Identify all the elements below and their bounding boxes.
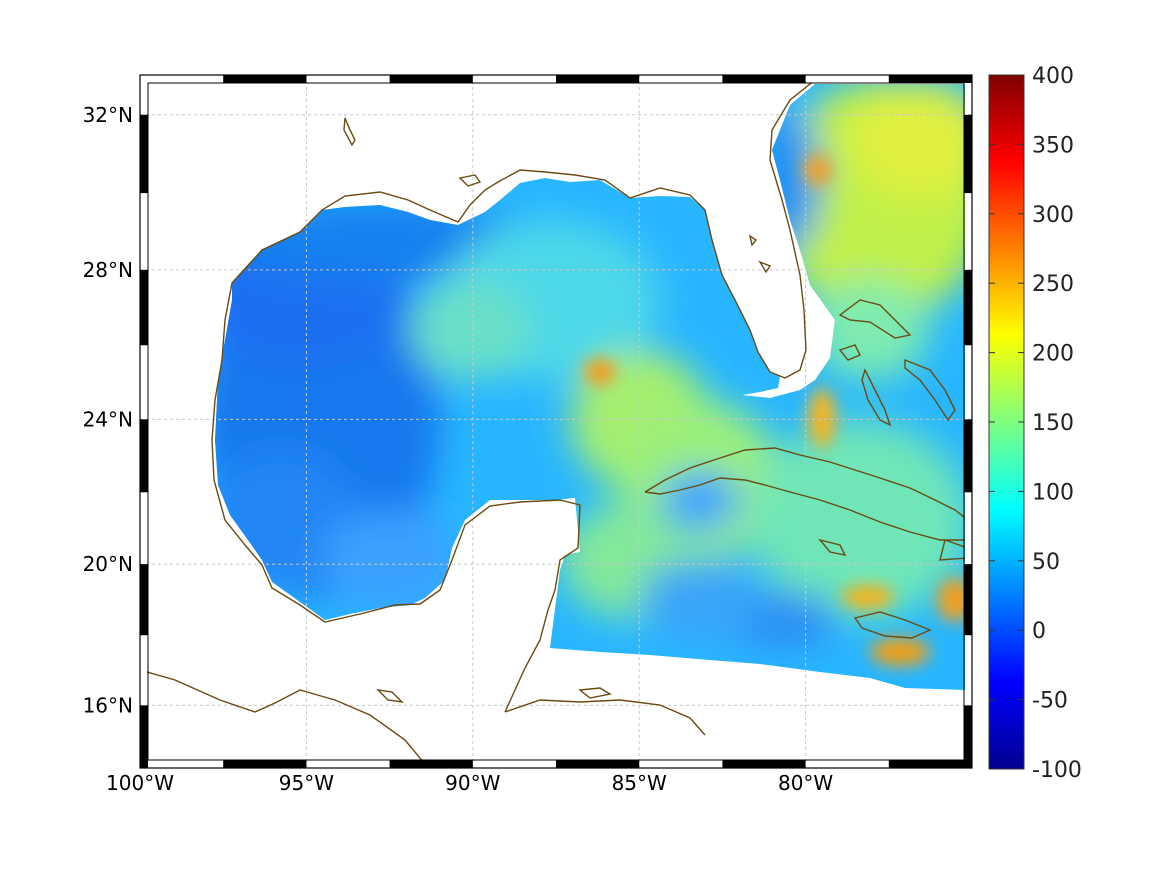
colorbar-tick-label: 300 <box>1032 203 1074 228</box>
frame-segment <box>722 760 806 768</box>
colorbar-tick-label: 0 <box>1032 619 1046 644</box>
lon-tick-label: 80°W <box>778 771 833 795</box>
colorbar-tick-label: 200 <box>1032 342 1074 367</box>
colorbar-tick-label: 150 <box>1032 411 1074 436</box>
frame-segment <box>389 75 473 83</box>
frame-segment <box>140 269 148 346</box>
colorbar-tick-label: 250 <box>1032 272 1074 297</box>
frame-segment <box>964 564 972 636</box>
frame-segment <box>140 564 148 636</box>
colorbar-tick-label: 350 <box>1032 133 1074 158</box>
colorbar-tick-label: -50 <box>1032 689 1068 714</box>
frame-segment <box>223 75 307 83</box>
lat-tick-label: 28°N <box>83 258 133 282</box>
lat-tick-label: 20°N <box>83 552 133 576</box>
data-field <box>215 84 965 690</box>
lat-tick-label: 32°N <box>83 103 133 127</box>
frame-segment <box>556 760 640 768</box>
colorbar-tick-label: -100 <box>1032 758 1082 783</box>
lon-tick-label: 85°W <box>612 771 667 795</box>
colorbar-tick-label: 400 <box>1032 64 1074 89</box>
frame-segment <box>964 419 972 493</box>
frame-segment <box>964 705 972 768</box>
field-features <box>584 154 965 666</box>
colorbar-tick-label: 50 <box>1032 550 1060 575</box>
colorbar-tick-label: 100 <box>1032 480 1074 505</box>
frame-segment <box>888 75 972 83</box>
colorbar: 400 350 300 250 200 150 100 50 0 -50 -100 <box>988 64 1082 783</box>
lat-tick-labels: 32°N 28°N 24°N 20°N 16°N <box>83 103 133 718</box>
frame-segment <box>140 419 148 493</box>
lon-tick-label: 100°W <box>106 771 174 795</box>
frame-segment <box>964 269 972 346</box>
frame-segment <box>964 114 972 194</box>
frame-segment <box>389 760 473 768</box>
frame-segment <box>888 760 972 768</box>
lon-tick-label: 95°W <box>279 771 334 795</box>
frame-segment <box>556 75 640 83</box>
lat-tick-label: 16°N <box>83 693 133 717</box>
map-frame <box>139 74 973 769</box>
frame-segment <box>722 75 806 83</box>
frame-segment <box>223 760 307 768</box>
lon-tick-label: 90°W <box>445 771 500 795</box>
frame-segment <box>140 705 148 768</box>
coastlines <box>147 83 965 760</box>
lat-tick-label: 24°N <box>83 407 133 431</box>
lon-tick-labels: 100°W 95°W 90°W 85°W 80°W <box>106 771 833 795</box>
frame-segment <box>140 114 148 194</box>
